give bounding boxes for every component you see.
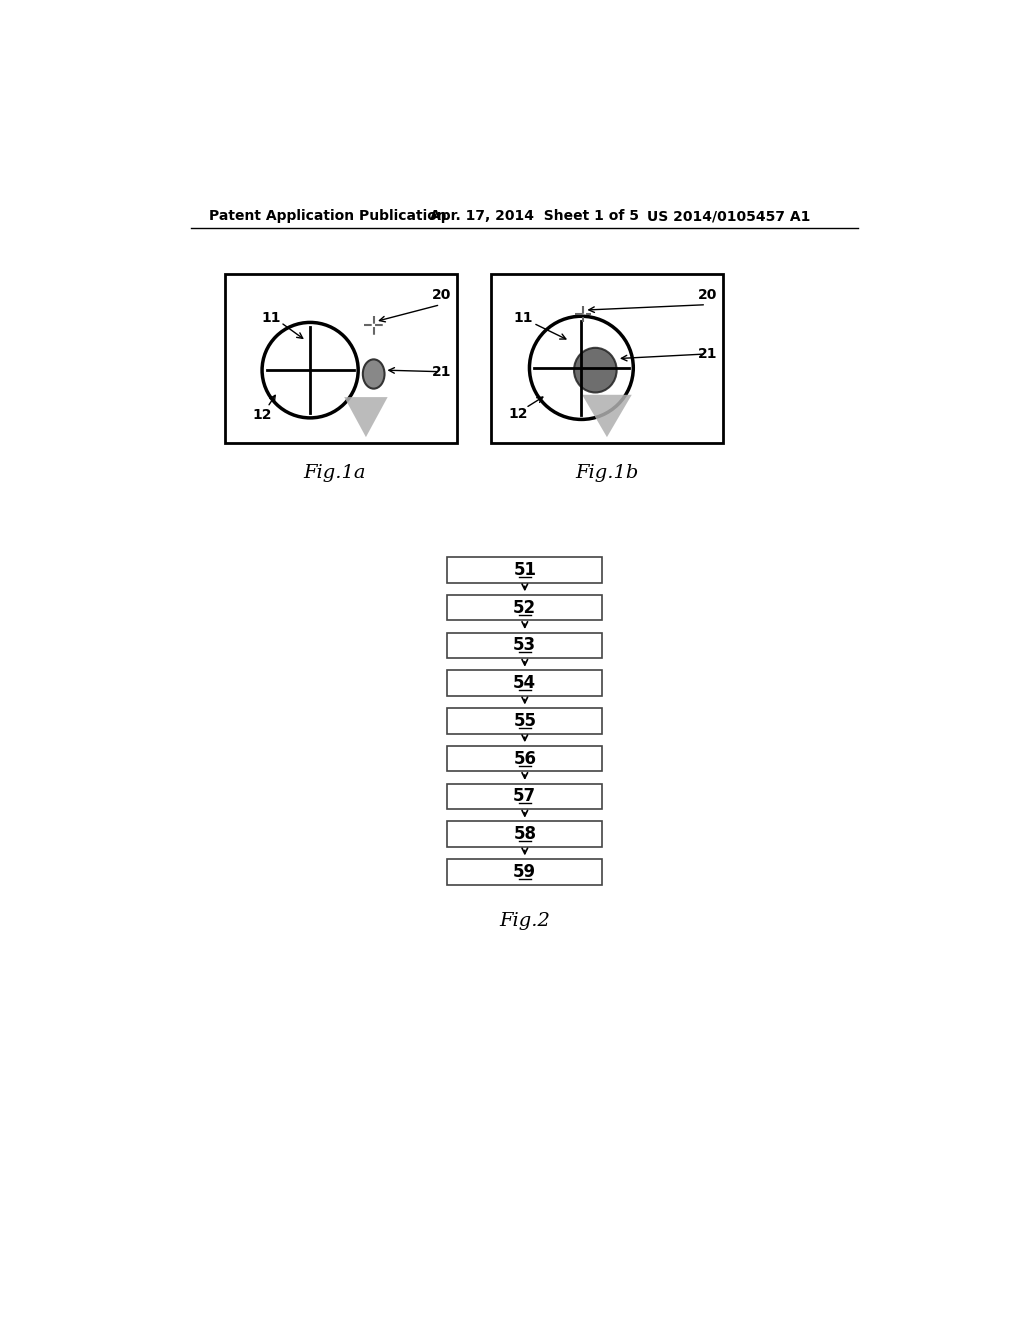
Text: 51: 51 bbox=[513, 561, 537, 579]
Polygon shape bbox=[583, 395, 632, 437]
Bar bbox=[447, 671, 602, 696]
Text: Fig.1b: Fig.1b bbox=[575, 463, 639, 482]
Polygon shape bbox=[344, 397, 388, 437]
Text: 20: 20 bbox=[432, 289, 452, 302]
Text: US 2014/0105457 A1: US 2014/0105457 A1 bbox=[647, 209, 811, 223]
Bar bbox=[447, 859, 602, 884]
Text: 57: 57 bbox=[513, 787, 537, 805]
Bar bbox=[447, 821, 602, 847]
Text: 11: 11 bbox=[513, 310, 534, 325]
Text: 53: 53 bbox=[513, 636, 537, 655]
Bar bbox=[225, 275, 458, 444]
Ellipse shape bbox=[362, 359, 385, 388]
Text: Apr. 17, 2014  Sheet 1 of 5: Apr. 17, 2014 Sheet 1 of 5 bbox=[430, 209, 639, 223]
Text: 12: 12 bbox=[508, 407, 527, 421]
Bar bbox=[447, 595, 602, 620]
Text: 20: 20 bbox=[697, 289, 717, 302]
Text: 55: 55 bbox=[513, 711, 537, 730]
Text: Patent Application Publication: Patent Application Publication bbox=[209, 209, 447, 223]
Text: Fig.2: Fig.2 bbox=[500, 912, 550, 931]
Text: 56: 56 bbox=[513, 750, 537, 768]
Text: 59: 59 bbox=[513, 863, 537, 880]
Text: 54: 54 bbox=[513, 675, 537, 692]
Text: Fig.1a: Fig.1a bbox=[304, 463, 367, 482]
Text: 58: 58 bbox=[513, 825, 537, 843]
Text: 52: 52 bbox=[513, 599, 537, 616]
Bar bbox=[447, 746, 602, 771]
Bar bbox=[447, 557, 602, 582]
Text: 21: 21 bbox=[432, 364, 452, 379]
Ellipse shape bbox=[574, 348, 616, 392]
Text: 11: 11 bbox=[261, 310, 282, 325]
Bar bbox=[447, 709, 602, 734]
Text: 12: 12 bbox=[252, 408, 271, 422]
Bar bbox=[490, 275, 723, 444]
Bar bbox=[447, 632, 602, 659]
Bar bbox=[447, 784, 602, 809]
Text: 21: 21 bbox=[697, 347, 717, 360]
